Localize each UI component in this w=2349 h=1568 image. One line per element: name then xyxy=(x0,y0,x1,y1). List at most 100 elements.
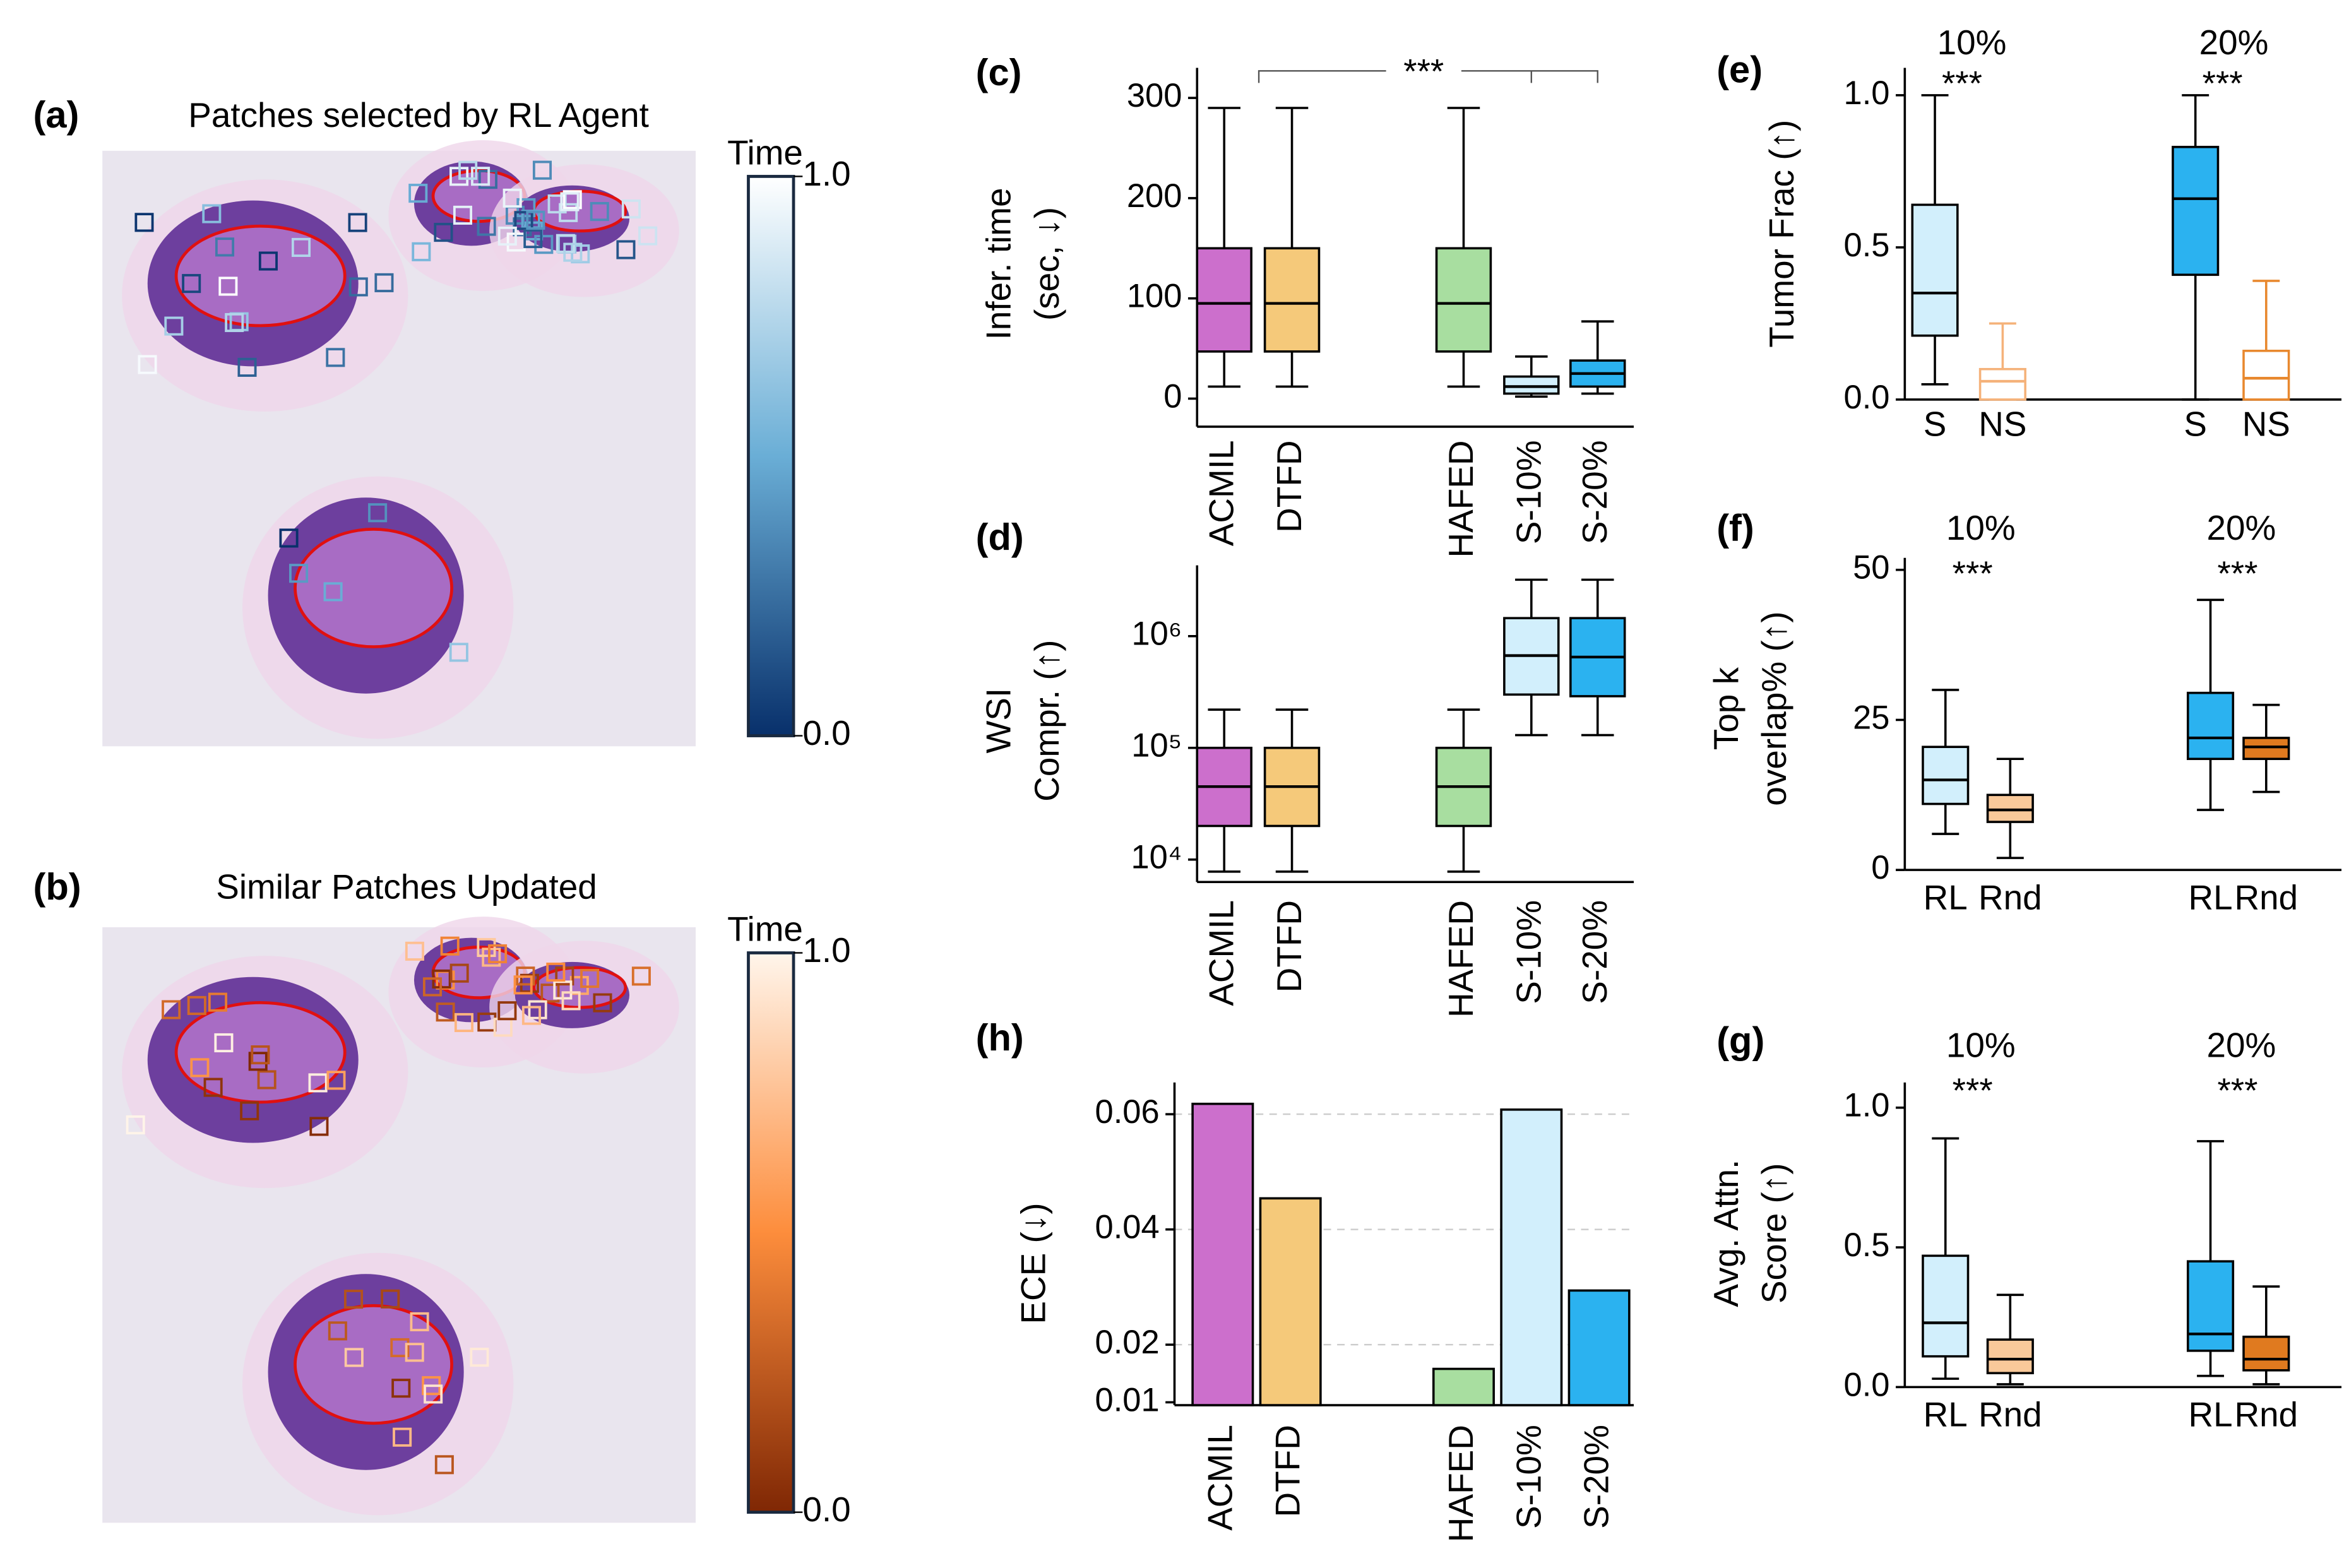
box xyxy=(1922,1254,1970,1358)
patch xyxy=(521,1006,541,1025)
x-tick-label: RL xyxy=(1924,877,1968,917)
patch xyxy=(202,204,222,223)
y-axis-label: (sec, ↓) xyxy=(1027,207,1066,321)
significance: *** xyxy=(1942,64,1982,103)
patch xyxy=(348,213,367,232)
x-tick-label: S xyxy=(1924,404,1947,443)
colorbar-title: Time xyxy=(727,133,803,172)
patch xyxy=(561,991,581,1011)
patch xyxy=(190,1058,210,1078)
colorbar xyxy=(747,175,795,737)
patch xyxy=(326,348,345,367)
patch xyxy=(497,226,517,246)
significance: *** xyxy=(1953,554,1993,593)
y-axis-label: Compr. (↑) xyxy=(1027,640,1066,802)
y-axis-label: ECE (↓) xyxy=(1014,1203,1053,1324)
patch xyxy=(323,582,343,602)
y-axis-label: overlap% (↑) xyxy=(1754,611,1793,805)
y-tick-label: 0.04 xyxy=(1095,1209,1160,1246)
box xyxy=(1922,745,1970,805)
patch xyxy=(126,1115,145,1135)
patch xyxy=(534,235,554,254)
panel-label: (b) xyxy=(33,865,81,908)
y-tick-label: 0 xyxy=(1871,849,1889,886)
patch xyxy=(453,205,473,225)
panel-label: (g) xyxy=(1716,1019,1764,1062)
y-tick-label: 1.0 xyxy=(1844,1087,1890,1124)
group-label: 10% xyxy=(1937,23,2007,62)
box xyxy=(1986,1338,2034,1375)
bar xyxy=(1567,1289,1631,1406)
patch xyxy=(182,274,201,294)
panel-label: (h) xyxy=(976,1016,1024,1059)
x-tick-label: ACMIL xyxy=(1200,1425,1239,1531)
patch xyxy=(449,643,468,662)
patch xyxy=(257,1070,277,1090)
box xyxy=(1263,247,1321,353)
patch xyxy=(412,242,431,261)
y-axis-label: Avg. Attn. xyxy=(1706,1160,1745,1307)
patch xyxy=(621,199,641,219)
patch xyxy=(134,213,154,232)
x-tick-label: DTFD xyxy=(1270,900,1309,992)
patch xyxy=(289,564,309,583)
box xyxy=(2242,1335,2290,1372)
box xyxy=(2172,146,2220,276)
x-tick-label: S-10% xyxy=(1509,900,1548,1004)
bar xyxy=(1500,1108,1563,1406)
x-tick-label: HAFED xyxy=(1441,1425,1480,1542)
patch xyxy=(225,312,244,333)
y-tick-label: 1.0 xyxy=(1844,74,1890,112)
y-tick-label: 10⁴ xyxy=(1131,839,1182,876)
x-tick-label: NS xyxy=(2242,404,2290,443)
patch xyxy=(308,1073,328,1093)
patch xyxy=(422,977,443,997)
patch xyxy=(251,1045,270,1065)
patch xyxy=(410,1312,429,1331)
patch xyxy=(497,1001,517,1021)
panel-title: Similar Patches Updated xyxy=(216,867,597,906)
patch xyxy=(560,192,580,211)
patch xyxy=(528,1000,547,1019)
patch xyxy=(488,944,508,964)
patch xyxy=(215,237,235,257)
patch xyxy=(631,966,651,986)
patch xyxy=(424,1384,443,1404)
significance: *** xyxy=(1403,52,1444,91)
patch xyxy=(514,211,533,230)
y-tick-label: 100 xyxy=(1127,278,1182,315)
patch xyxy=(248,1052,268,1071)
patch xyxy=(374,273,394,292)
patch xyxy=(326,1071,346,1090)
colorbar xyxy=(747,951,795,1514)
y-tick-label: 0.01 xyxy=(1095,1381,1160,1418)
patch xyxy=(454,1013,473,1032)
bar xyxy=(1259,1197,1322,1406)
group-label: 20% xyxy=(2199,23,2269,62)
y-tick-label: 0.0 xyxy=(1844,379,1890,416)
y-tick-label: 300 xyxy=(1127,77,1182,114)
patch xyxy=(164,316,184,336)
patch xyxy=(503,188,522,208)
significance: *** xyxy=(2203,64,2243,103)
patch xyxy=(348,277,368,297)
patch xyxy=(343,1290,364,1309)
box xyxy=(1196,247,1252,353)
y-axis-label: WSI xyxy=(979,688,1018,754)
patch xyxy=(470,1348,489,1367)
panel-title: Patches selected by RL Agent xyxy=(188,95,649,134)
patch xyxy=(279,528,299,548)
box xyxy=(2186,1260,2235,1352)
patch xyxy=(547,194,567,214)
patch xyxy=(405,1343,424,1362)
patch xyxy=(258,251,278,271)
y-tick-label: 10⁶ xyxy=(1131,615,1182,653)
patch xyxy=(138,355,157,374)
patch xyxy=(434,223,453,242)
x-tick-label: Rnd xyxy=(2235,1395,2298,1434)
x-tick-label: S-20% xyxy=(1577,1425,1616,1529)
patch xyxy=(477,217,496,236)
annotation-bg xyxy=(1386,59,1461,83)
patch xyxy=(482,947,501,967)
